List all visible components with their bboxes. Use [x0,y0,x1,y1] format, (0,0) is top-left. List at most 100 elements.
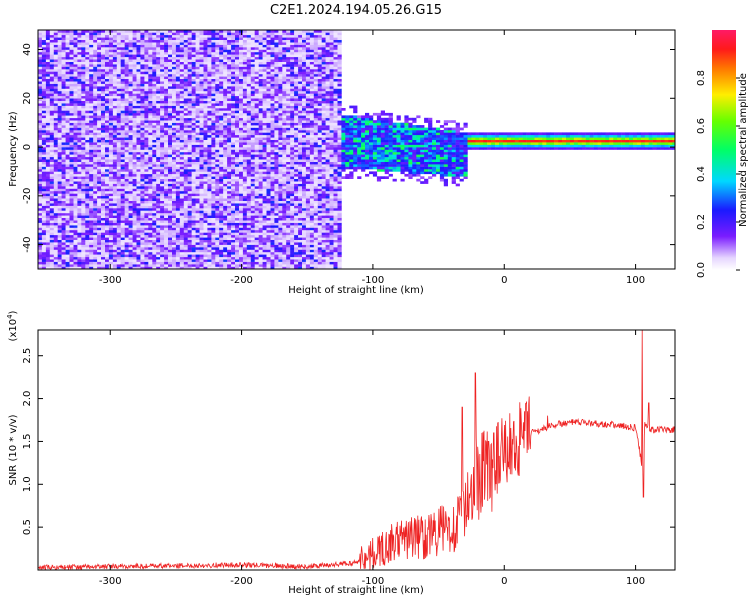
heatmap-cell [89,117,94,121]
heatmap-cell [57,183,62,187]
heatmap-cell [57,30,62,33]
heatmap-cell [160,256,165,260]
heatmap-cell [199,125,204,128]
heatmap-cell [191,215,196,218]
heatmap-cell [160,147,165,150]
heatmap-cell [183,166,188,170]
heatmap-cell [57,130,62,133]
heatmap-cell [227,259,232,262]
heatmap-cell [108,171,114,175]
heatmap-cell [65,256,70,260]
heatmap-cell [69,59,74,62]
heatmap-cell [89,161,94,165]
heatmap-cell [164,205,169,209]
heatmap-cell [69,183,74,187]
heatmap-cell [61,220,66,223]
heatmap-cell [81,69,86,72]
heatmap-cell [61,222,66,226]
heatmap-cell [38,51,43,55]
heatmap-cell [101,237,106,240]
heatmap-cell [41,78,47,82]
heatmap-cell [164,232,169,236]
heatmap-cell [97,230,102,233]
heatmap-cell [105,144,110,148]
heatmap-cell [65,161,70,165]
heatmap-cell [128,142,133,145]
heatmap-cell [211,227,216,231]
heatmap-cell [168,261,173,265]
heatmap-cell [191,188,196,192]
heatmap-cell [53,222,58,226]
heatmap-cell [89,78,94,82]
heatmap-cell [203,144,208,148]
heatmap-cell [93,112,98,116]
heatmap-cell [172,132,177,136]
heatmap-cell [101,108,106,111]
heatmap-cell [73,51,78,55]
heatmap-cell [203,110,208,114]
heatmap-cell [108,234,114,238]
heatmap-cell [41,117,47,121]
heatmap-cell [148,242,153,245]
heatmap-cell [235,161,240,165]
heatmap-cell [45,244,51,248]
heatmap-cell [69,254,74,258]
heatmap-cell [105,169,110,172]
heatmap-cell [69,210,74,214]
heatmap-cell [108,47,114,50]
heatmap-cell [69,230,74,233]
heatmap-cell [144,173,149,177]
heatmap-cell [108,137,114,140]
heatmap-cell [93,59,98,62]
heatmap-cell [105,176,110,179]
heatmap-cell [49,73,54,77]
heatmap-cell [203,73,208,77]
heatmap-cell [57,34,62,38]
heatmap-cell [38,144,43,148]
heatmap-cell [45,137,51,140]
heatmap-cell [152,100,157,104]
heatmap-cell [156,198,161,201]
heatmap-cell [93,171,98,175]
heatmap-cell [172,210,177,214]
heatmap-cell [235,164,240,167]
heatmap-cell [89,108,94,111]
heatmap-cell [223,137,228,140]
heatmap-cell [69,81,74,84]
heatmap-cell [101,64,106,67]
heatmap-cell [195,110,200,114]
heatmap-cell [85,242,90,245]
heatmap-cell [85,81,90,84]
heatmap-cell [112,195,118,199]
heatmap-cell [38,59,43,62]
heatmap-cell [164,112,169,116]
heatmap-cell [199,103,204,106]
heatmap-cell [53,105,58,109]
heatmap-cell [231,237,236,240]
heatmap-cell [156,139,161,143]
heatmap-cell [175,220,181,223]
heatmap-cell [227,203,232,206]
heatmap-cell [116,161,121,165]
heatmap-cell [140,139,145,143]
heatmap-cell [168,169,173,172]
heatmap-cell [65,93,70,97]
heatmap-cell [223,44,228,48]
heatmap-cell [57,217,62,221]
heatmap-cell [108,169,114,172]
heatmap-cell [207,249,212,253]
heatmap-cell [223,237,228,240]
heatmap-cell [120,93,125,97]
heatmap-cell [61,137,66,140]
heatmap-cell [172,32,177,36]
heatmap-cell [136,56,141,60]
heatmap-cell [108,132,114,136]
heatmap-cell [38,217,43,221]
heatmap-cell [116,139,121,143]
heatmap-cell [89,234,94,238]
heatmap-cell [57,44,62,48]
heatmap-cell [207,100,212,104]
heatmap-cell [148,186,153,189]
heatmap-cell [203,166,208,170]
heatmap-cell [203,234,208,238]
